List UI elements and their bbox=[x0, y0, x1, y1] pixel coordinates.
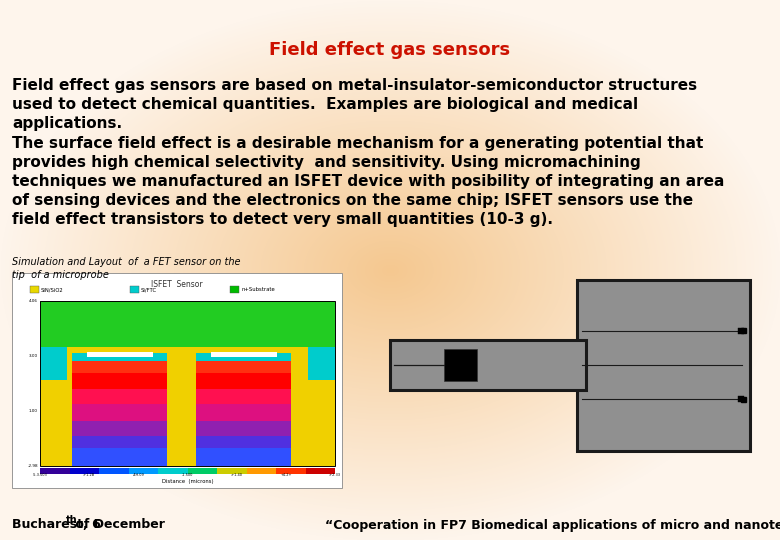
Bar bbox=[197, 448, 291, 466]
Bar bbox=[577, 280, 750, 450]
Text: -5.3.503: -5.3.503 bbox=[33, 473, 48, 477]
Bar bbox=[308, 347, 335, 380]
Bar bbox=[73, 448, 167, 466]
Bar bbox=[246, 468, 276, 474]
Text: “Cooperation in FP7 Biomedical applications of micro and nanotechnologies”: “Cooperation in FP7 Biomedical applicati… bbox=[325, 518, 780, 531]
Text: th: th bbox=[66, 515, 78, 525]
Text: Field effect gas sensors: Field effect gas sensors bbox=[269, 41, 511, 59]
Bar bbox=[197, 436, 291, 448]
Bar bbox=[445, 349, 477, 381]
Text: n+Substrate: n+Substrate bbox=[241, 287, 275, 292]
Text: SiN/SiO2: SiN/SiO2 bbox=[41, 287, 64, 292]
Bar bbox=[276, 468, 306, 474]
Bar bbox=[40, 301, 335, 466]
Text: 4.06: 4.06 bbox=[29, 299, 38, 303]
Bar bbox=[197, 389, 291, 404]
Bar bbox=[40, 301, 335, 466]
Text: -+1.2B: -+1.2B bbox=[83, 473, 95, 477]
Bar bbox=[217, 468, 246, 474]
Bar bbox=[738, 328, 744, 334]
Bar bbox=[30, 286, 39, 293]
Bar bbox=[158, 468, 187, 474]
Bar bbox=[197, 404, 291, 421]
Bar bbox=[12, 273, 342, 488]
Bar bbox=[230, 286, 239, 293]
Text: -+1.40: -+1.40 bbox=[231, 473, 243, 477]
Text: 3.00: 3.00 bbox=[29, 354, 38, 358]
Text: -+2.33: -+2.33 bbox=[329, 473, 341, 477]
Bar bbox=[211, 352, 277, 357]
Text: -1.500: -1.500 bbox=[182, 473, 193, 477]
Bar bbox=[73, 436, 167, 448]
Bar bbox=[197, 353, 291, 361]
Bar bbox=[197, 373, 291, 389]
Bar bbox=[738, 396, 744, 402]
Bar bbox=[40, 468, 69, 474]
Bar bbox=[40, 301, 335, 347]
Bar bbox=[129, 468, 158, 474]
Bar bbox=[197, 421, 291, 436]
Bar bbox=[73, 389, 167, 404]
Bar bbox=[73, 353, 167, 361]
Text: +4.2+: +4.2+ bbox=[280, 473, 292, 477]
Text: of December: of December bbox=[71, 518, 165, 531]
Text: Field effect gas sensors are based on metal-insulator-semiconductor structures
u: Field effect gas sensors are based on me… bbox=[12, 78, 725, 227]
Bar bbox=[197, 361, 291, 373]
Bar bbox=[193, 334, 294, 341]
Bar bbox=[306, 468, 335, 474]
Bar bbox=[40, 347, 66, 380]
Bar bbox=[130, 286, 139, 293]
Bar bbox=[99, 468, 129, 474]
Bar bbox=[87, 352, 153, 357]
Bar bbox=[73, 373, 167, 389]
Bar bbox=[73, 361, 167, 373]
Text: 1.00: 1.00 bbox=[29, 409, 38, 413]
Text: Bucharest, 6: Bucharest, 6 bbox=[12, 518, 101, 531]
Text: -4H.09: -4H.09 bbox=[133, 473, 144, 477]
Text: -2.98: -2.98 bbox=[27, 464, 38, 468]
Bar bbox=[73, 421, 167, 436]
Text: Si/FTC: Si/FTC bbox=[141, 287, 157, 292]
Bar bbox=[69, 468, 99, 474]
Text: Simulation and Layout  of  a FET sensor on the
tip  of a microprobe: Simulation and Layout of a FET sensor on… bbox=[12, 257, 240, 280]
Bar bbox=[741, 328, 746, 333]
Bar bbox=[187, 468, 217, 474]
Bar bbox=[390, 340, 587, 390]
Bar bbox=[69, 334, 170, 341]
Bar bbox=[73, 404, 167, 421]
Bar bbox=[741, 397, 746, 402]
Text: ISFET  Sensor: ISFET Sensor bbox=[151, 280, 203, 289]
Text: Distance  (microns): Distance (microns) bbox=[161, 478, 213, 483]
